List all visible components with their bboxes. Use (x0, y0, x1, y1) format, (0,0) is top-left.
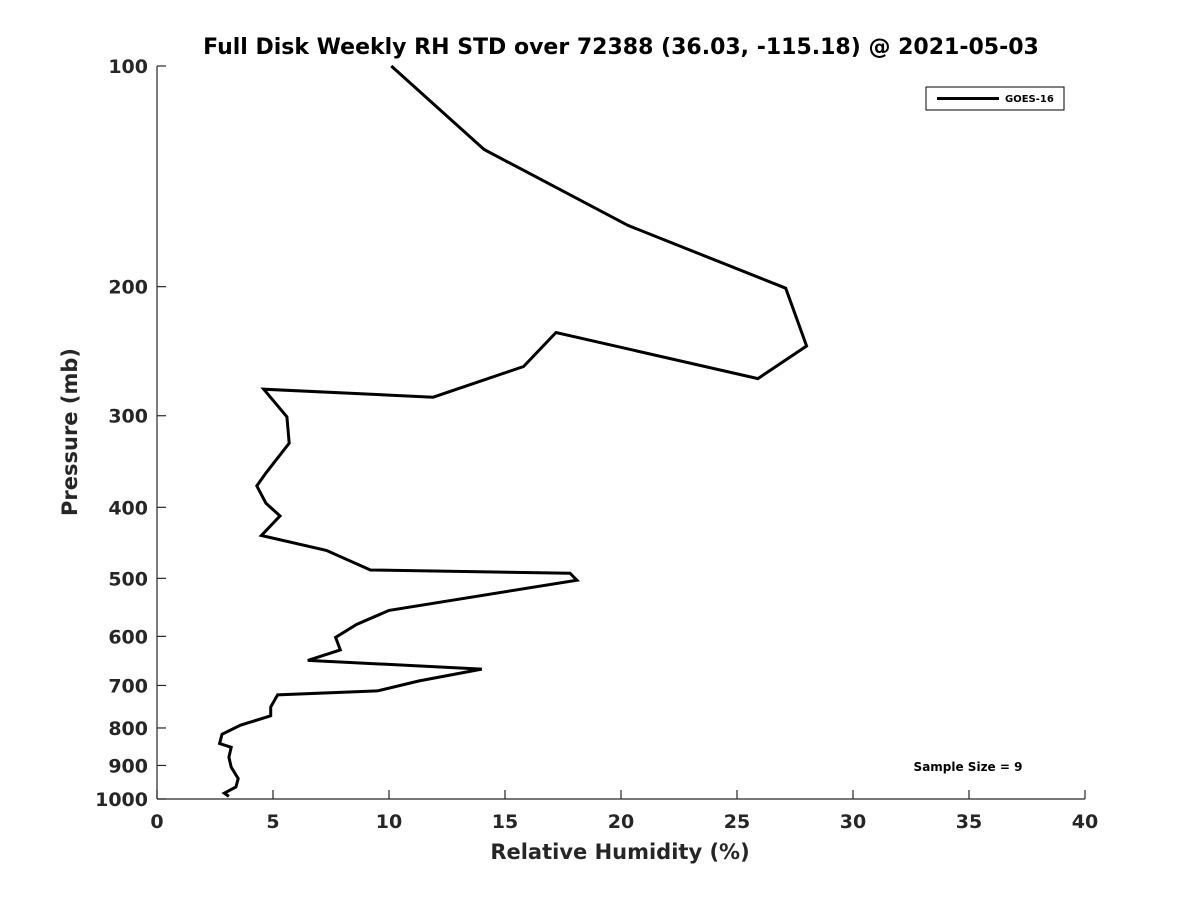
axes (156, 66, 1085, 800)
x-tick-label: 25 (724, 811, 750, 833)
x-tick-label: 15 (492, 811, 518, 833)
y-tick-label: 500 (108, 568, 148, 590)
x-axis-title: Relative Humidity (%) (490, 840, 749, 864)
legend-label: GOES-16 (1005, 94, 1054, 105)
y-tick-label: 400 (108, 497, 148, 519)
tick-marks: 0 5 10 15 20 25 30 35 40 100 200 300 400 500 600 700 800… (95, 56, 1098, 833)
x-tick-label: 0 (150, 811, 163, 833)
x-tick-label: 5 (266, 811, 279, 833)
y-tick-label: 900 (108, 755, 148, 777)
y-tick-label: 1000 (95, 789, 148, 811)
chart-title: Full Disk Weekly RH STD over 72388 (36.0… (203, 35, 1039, 60)
y-tick-label: 700 (108, 675, 148, 697)
y-tick-label: 600 (108, 626, 148, 648)
series-line-goes-16 (217, 64, 809, 798)
x-tick-label: 20 (608, 811, 634, 833)
series-layer (217, 64, 809, 798)
x-tick-label: 30 (840, 811, 866, 833)
legend: GOES-16 (925, 86, 1065, 111)
y-tick-label: 300 (108, 406, 148, 428)
y-axis-title: Pressure (mb) (58, 348, 82, 516)
x-tick-label: 10 (376, 811, 402, 833)
x-tick-label: 35 (956, 811, 982, 833)
sample-size-annotation: Sample Size = 9 (914, 760, 1023, 774)
y-tick-label: 200 (108, 277, 148, 299)
x-tick-label: 40 (1072, 811, 1098, 833)
y-tick-label: 800 (108, 718, 148, 740)
y-tick-label: 100 (108, 56, 148, 78)
